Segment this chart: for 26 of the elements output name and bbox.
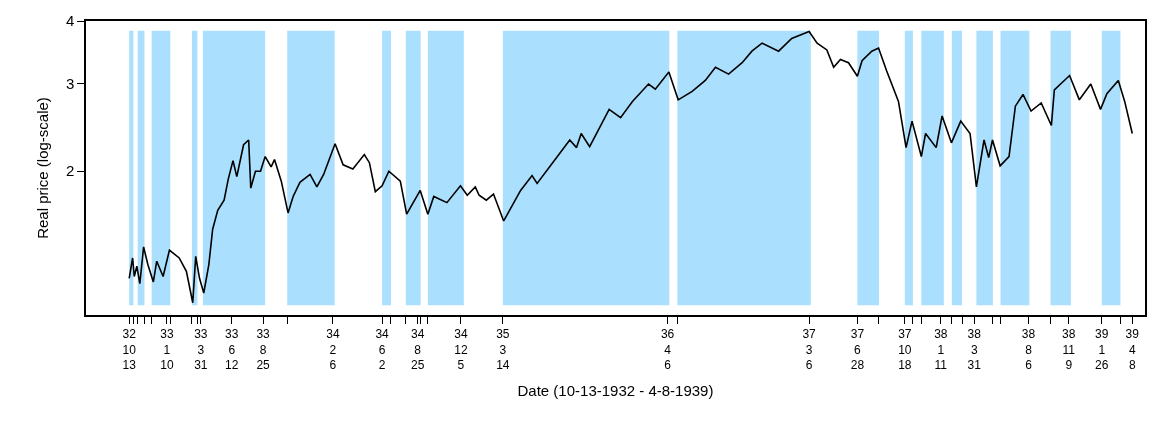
x-tick-label: 38 11 9 xyxy=(1062,327,1076,373)
x-tick-label: 34 8 25 xyxy=(411,327,425,373)
y-axis-title: Real price (log-scale) xyxy=(33,97,51,239)
y-tick-label: 4 xyxy=(65,12,75,30)
x-tick-label: 34 12 5 xyxy=(454,327,468,373)
y-tick-label: 2 xyxy=(65,162,75,180)
x-tick-label: 37 3 6 xyxy=(802,327,817,373)
x-tick-label: 33 6 12 xyxy=(225,327,239,373)
x-tick-label: 39 4 8 xyxy=(1125,327,1140,373)
x-tick-label: 38 1 11 xyxy=(934,327,948,373)
x-tick-label: 34 6 2 xyxy=(375,327,390,373)
y-tick-label: 3 xyxy=(65,74,75,92)
x-tick-label: 37 10 18 xyxy=(898,327,912,373)
x-tick-label: 33 3 31 xyxy=(194,327,208,373)
x-tick-label: 38 8 6 xyxy=(1021,327,1036,373)
x-tick-label: 33 1 10 xyxy=(160,327,174,373)
x-tick-label: 38 3 31 xyxy=(967,327,982,373)
x-tick-label: 32 10 13 xyxy=(122,327,137,373)
x-tick-label: 35 3 14 xyxy=(496,327,510,373)
x-tick-label: 37 6 28 xyxy=(850,327,865,373)
x-tick-label: 39 1 26 xyxy=(1095,327,1109,373)
line-series xyxy=(128,30,1134,304)
x-tick-label: 36 4 6 xyxy=(660,327,675,373)
x-axis-title: Date (10-13-1932 - 4-8-1939) xyxy=(517,381,714,399)
x-tick-label: 34 2 6 xyxy=(326,327,340,373)
x-tick-label: 33 8 25 xyxy=(256,327,271,373)
